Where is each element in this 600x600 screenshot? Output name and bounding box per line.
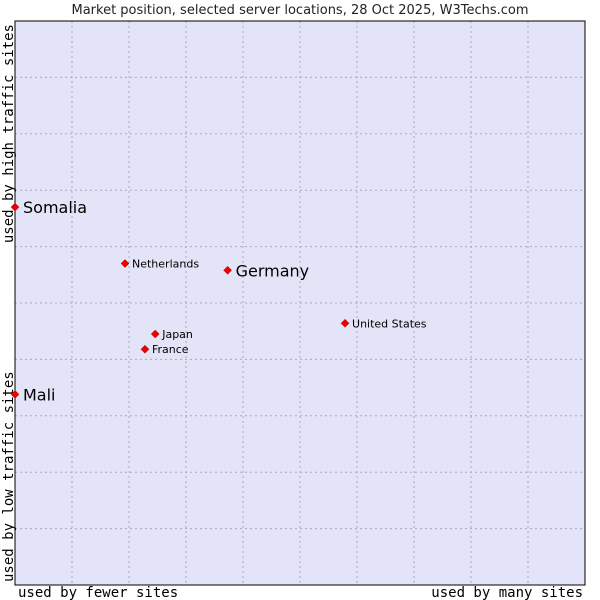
point-marker-netherlands [120,259,130,268]
point-marker-somalia [10,202,20,212]
point-label-united-states: United States [352,317,427,330]
point-marker-germany [223,265,232,275]
grid-lines [15,21,585,585]
y-axis-label-bottom: used by low traffic sites [1,371,17,582]
point-marker-france [140,344,150,354]
point-marker-united-states [340,318,350,328]
point-marker-mali [10,390,20,399]
plot-border [14,20,586,586]
x-axis-label-right: used by many sites [431,585,583,600]
point-label-netherlands: Netherlands [132,258,199,271]
x-axis-label-left: used by fewer sites [18,585,178,600]
point-marker-japan [150,329,160,339]
point-label-france: France [152,343,189,356]
point-label-somalia: Somalia [23,198,87,217]
chart-title: Market position, selected server locatio… [71,3,528,18]
y-axis-label-top: used by high traffic sites [1,24,17,243]
point-label-japan: Japan [161,328,193,341]
point-label-germany: Germany [236,261,310,280]
point-label-mali: Mali [23,385,56,404]
data-points: Somalia Netherlands Germany United States Ja… [10,198,427,404]
